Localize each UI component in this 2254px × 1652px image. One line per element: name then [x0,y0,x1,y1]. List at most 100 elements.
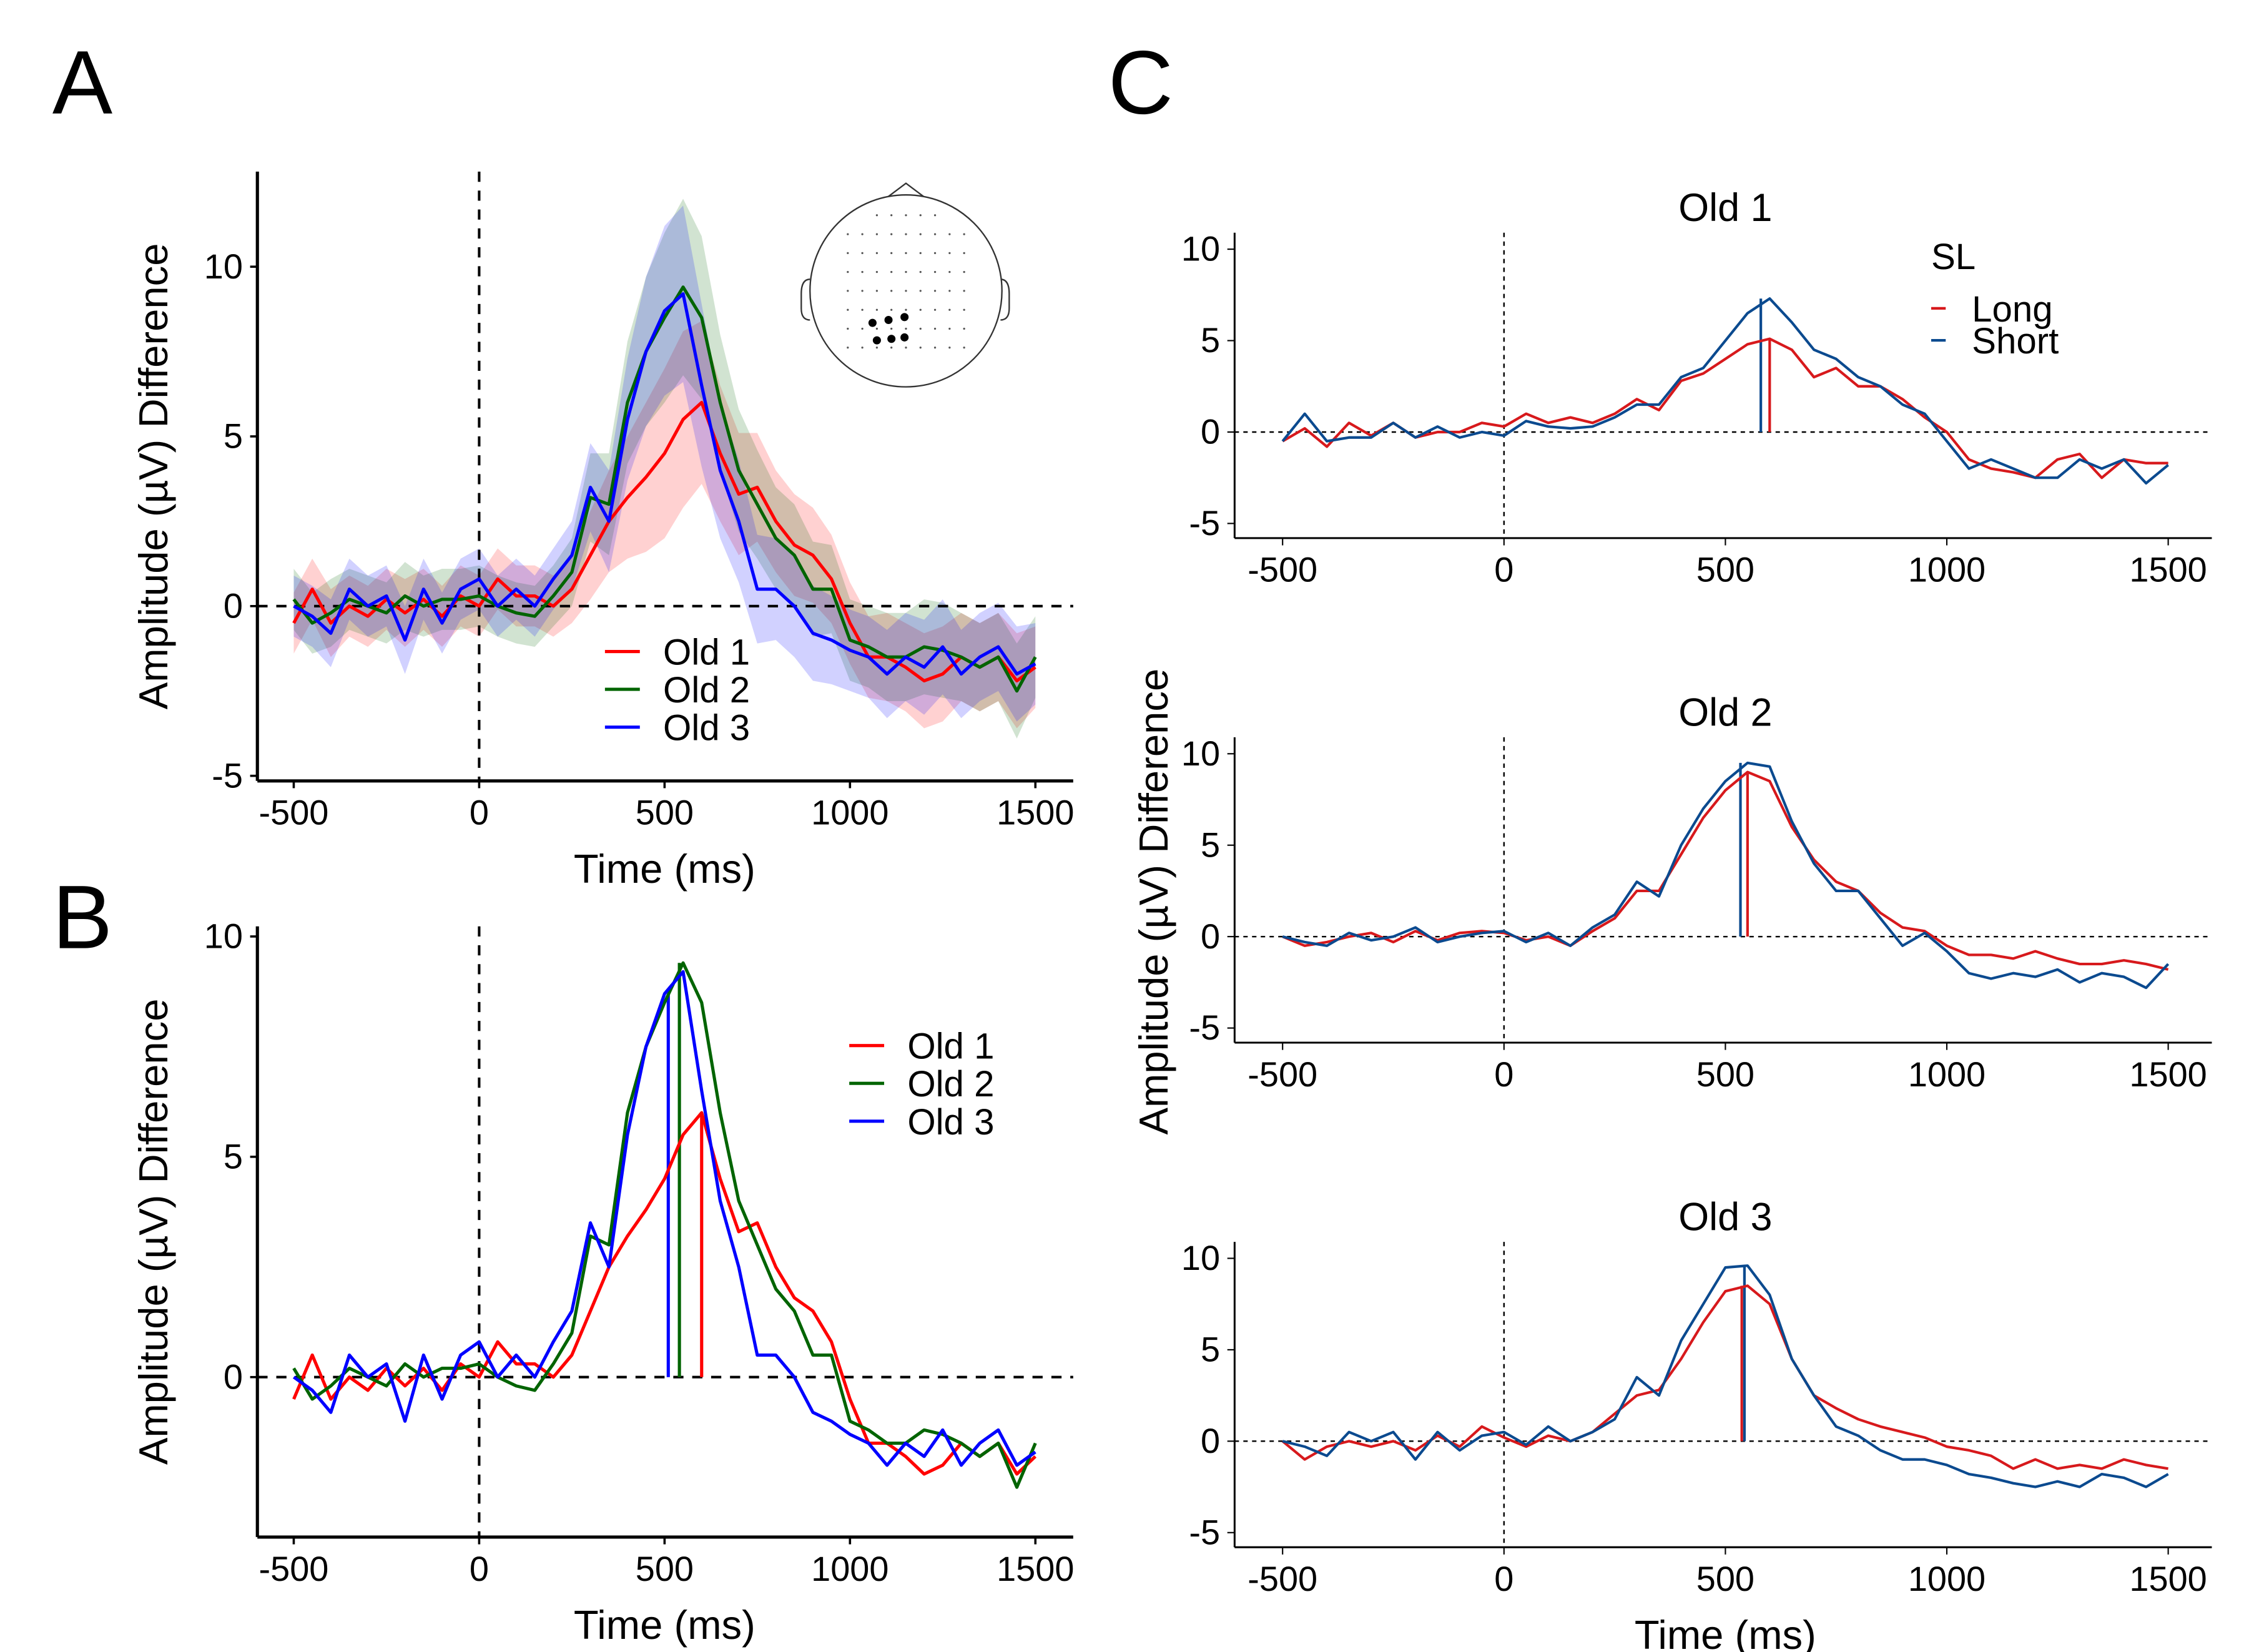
electrode-dot [875,271,878,273]
y-tick-label: 5 [1201,1330,1220,1369]
electrode-dot [919,252,922,254]
x-tick-label: 1500 [997,1549,1074,1588]
legend-item: Old 2 [849,1064,994,1104]
electrode-dot [861,252,864,254]
electrode-dot [847,271,849,273]
electrode-dot [847,327,849,330]
electrode-dot [890,290,893,292]
legend-item: Short [1931,321,2059,361]
electrode-dot [875,347,878,349]
series-line-long [1282,770,2169,971]
x-tick-label: 0 [470,1549,489,1588]
electrode-dot [963,290,965,292]
x-tick-label: -500 [1248,550,1317,589]
electrode-dot [948,308,951,311]
electrode-dot [933,271,937,273]
electrode-dot [933,327,937,330]
electrode-dot [948,290,951,292]
legend-item: Old 3 [849,1102,994,1143]
legend-title: SL [1931,237,1976,277]
electrode-dot [861,327,864,330]
electrode-dot [847,308,849,311]
electrode-dot [875,233,878,235]
series-line-old-3 [292,970,1036,1467]
y-axis-title: Amplitude (µV) Difference [130,243,176,710]
y-tick-label: 10 [1181,1238,1220,1277]
electrode-dot [919,233,922,235]
panel-c3: -500 0 500 1000 1500 -5 0 5 10 Old 3 Time (ms) [1181,1195,2212,1652]
selected-electrode [868,318,877,327]
legend-label: Long [1972,289,2053,330]
x-tick-label: -500 [259,1549,329,1588]
y-tick-label: 10 [1181,229,1220,268]
y-axis-title: Amplitude (µV) Difference [1131,669,1176,1135]
legend-item: Old 1 [849,1026,994,1067]
x-tick-label: 1000 [1908,1559,1986,1598]
electrode-dot [933,290,937,292]
electrode-dot [963,233,965,235]
electrode-dot [948,233,951,235]
series-line-short [1282,761,2170,990]
electrode-dot [919,308,922,311]
x-tick-label: 0 [470,793,489,832]
x-tick-label: 500 [1696,550,1754,589]
x-tick-label: -500 [1248,1559,1317,1598]
electrode-dot [875,252,878,254]
x-tick-label: 1000 [811,1549,888,1588]
electrode-dot [847,252,849,254]
electrode-dot [847,290,849,292]
electrode-dot [919,214,922,217]
x-tick-label: -500 [1248,1055,1317,1094]
electrode-dot [847,233,849,235]
series-line-long [1282,337,2168,479]
electrode-dot [948,327,951,330]
electrode-dot [875,308,878,311]
legend-label: Old 2 [907,1064,994,1104]
series-line-old-3 [293,292,1036,676]
panel-letter-a: A [52,32,113,133]
x-axis-title: Time (ms) [1635,1612,1816,1652]
y-tick-label: 0 [224,586,243,625]
y-tick-label: -5 [1189,1512,1220,1551]
x-tick-label: 1500 [2129,550,2207,589]
legend-item: Old 1 [604,632,750,672]
electrode-dot [905,271,907,273]
y-tick-label: -5 [212,755,243,795]
legend-item: Old 2 [604,670,750,710]
electrode-dot [905,233,907,235]
selected-electrode [884,315,893,325]
y-tick-label: 10 [204,917,243,956]
legend-label: Old 3 [663,708,750,749]
electrode-dot [933,347,937,349]
electrode-dot [905,308,907,311]
x-tick-label: 0 [1494,550,1513,589]
electrode-dot [890,308,893,311]
legend-item: Long [1931,289,2053,330]
x-tick-label: 1000 [1908,550,1986,589]
x-tick-label: 1500 [2129,1055,2207,1094]
legend-label: Old 1 [907,1026,994,1067]
x-tick-label: 0 [1494,1055,1513,1094]
y-tick-label: 10 [204,247,243,286]
x-tick-label: 500 [1696,1559,1754,1598]
electrode-dot [861,290,864,292]
electrode-dot [847,347,849,349]
electrode-dot [933,233,937,235]
x-axis-title: Time (ms) [574,1602,755,1648]
x-tick-label: 1500 [997,793,1074,832]
electrode-dot [875,327,878,330]
electrode-dot [933,308,937,311]
panel-title: Old 2 [1678,691,1772,734]
electrode-dot [919,327,922,330]
electrode-dot [861,308,864,311]
y-tick-label: 5 [1201,825,1220,864]
y-tick-label: 5 [224,416,243,456]
x-tick-label: 500 [636,793,694,832]
selected-electrode [900,333,909,342]
x-tick-label: 0 [1494,1559,1513,1598]
electrode-dot [875,214,878,217]
electrode-dot [890,233,893,235]
y-tick-label: 0 [1201,412,1220,451]
